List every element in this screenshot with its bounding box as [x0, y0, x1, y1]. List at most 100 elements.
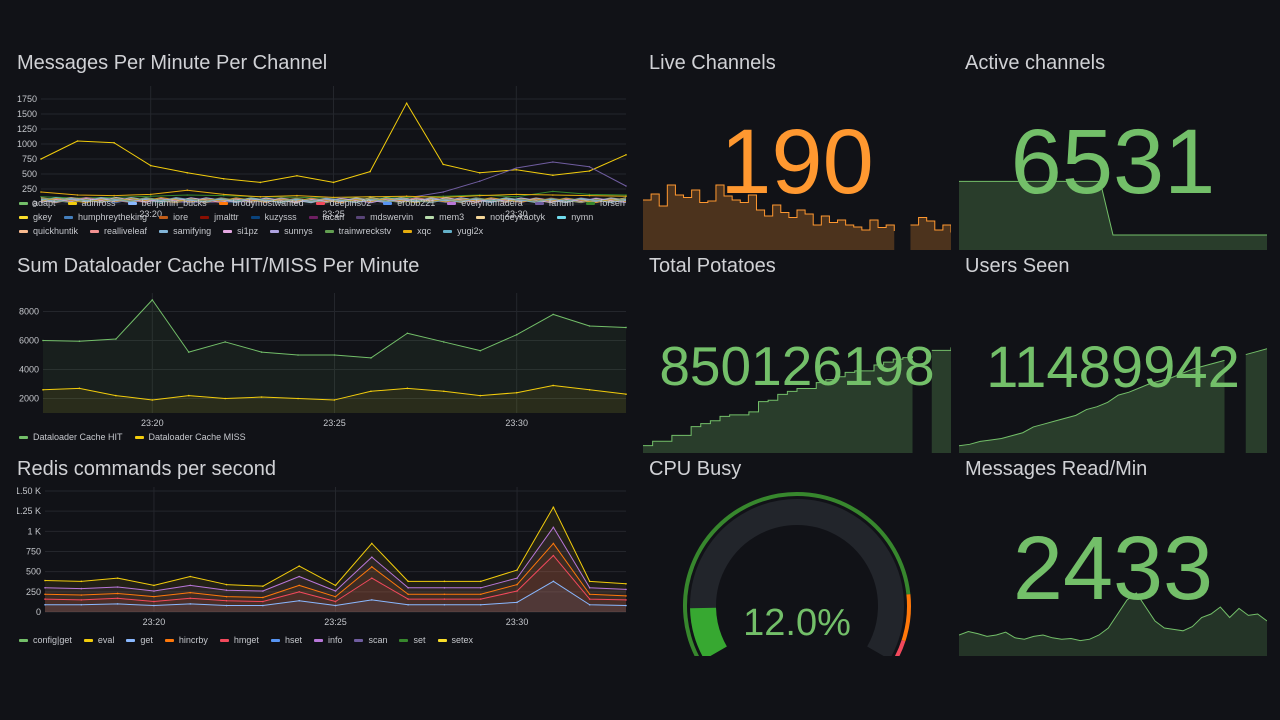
- data-point: [153, 590, 155, 592]
- redis-chart: 1.50 K 1.25 K 1 K 750 500 250 0 23:20 23:25 23:30: [17, 486, 627, 627]
- legend-item[interactable]: adapt: [19, 198, 56, 208]
- legend-item[interactable]: hset: [270, 635, 302, 645]
- data-point: [478, 172, 481, 174]
- legend-item[interactable]: sunnys: [270, 226, 313, 236]
- data-point: [588, 389, 591, 391]
- data-point: [189, 584, 192, 587]
- legend-item[interactable]: hincrby: [164, 635, 208, 645]
- legend-item[interactable]: brodymostwanted: [218, 198, 304, 208]
- legend-item[interactable]: eval: [83, 635, 114, 645]
- legend-item[interactable]: Dataloader Cache HIT: [19, 432, 123, 442]
- data-point: [371, 542, 373, 545]
- sparkline-area: [931, 347, 951, 453]
- legend-item[interactable]: yugi2x: [443, 226, 483, 236]
- data-point: [40, 191, 42, 193]
- cache-legend: Dataloader Cache HIT Dataloader Cache MIS…: [19, 432, 627, 442]
- legend-label: iore: [173, 212, 189, 222]
- legend-item[interactable]: xqc: [403, 226, 431, 236]
- sparkline-line: [643, 356, 913, 447]
- y-tick-label: 250: [26, 587, 41, 597]
- legend-item[interactable]: get: [126, 635, 153, 645]
- data-point: [371, 556, 373, 558]
- y-tick-label: 0: [36, 607, 41, 617]
- data-point: [369, 170, 371, 173]
- legend-label: quickhuntik: [33, 226, 79, 236]
- legend-swatch: [476, 215, 486, 219]
- data-point: [153, 595, 155, 598]
- legend-item[interactable]: realliveleaf: [90, 226, 147, 236]
- data-point: [442, 195, 444, 197]
- channel-line: [40, 197, 627, 204]
- messages-chart: 1750 1500 1250 1000 750 500 250 0 23:20 23:25 23:3…: [17, 86, 627, 219]
- legend-item[interactable]: humphreytheking: [64, 212, 147, 222]
- legend-item[interactable]: nymn: [557, 212, 593, 222]
- legend-item[interactable]: iore: [159, 212, 188, 222]
- data-point: [78, 387, 81, 390]
- data-point: [116, 597, 119, 600]
- x-tick-label: 23:20: [139, 209, 162, 219]
- legend-label: set: [413, 635, 426, 645]
- legend-item[interactable]: mdswervin: [356, 212, 413, 222]
- data-point: [625, 393, 627, 395]
- data-point: [515, 196, 518, 198]
- legend-item[interactable]: setex: [437, 635, 473, 645]
- legend-item[interactable]: adinross: [67, 198, 116, 208]
- data-point: [516, 583, 518, 586]
- data-point: [588, 194, 591, 197]
- legend-item[interactable]: kuzysss: [250, 212, 297, 222]
- data-point: [298, 591, 300, 593]
- legend-item[interactable]: jmalttr: [200, 212, 239, 222]
- sparkline-line: [959, 592, 1267, 642]
- legend-swatch: [270, 638, 280, 642]
- data-point: [516, 590, 518, 592]
- data-point: [149, 193, 152, 196]
- data-point: [552, 580, 555, 583]
- legend-item[interactable]: erobb221: [383, 198, 435, 208]
- legend-swatch: [67, 201, 77, 205]
- legend-swatch: [354, 638, 364, 642]
- legend-item[interactable]: info: [313, 635, 342, 645]
- legend-item[interactable]: samifying: [159, 226, 211, 236]
- y-tick-label: 1.25 K: [17, 506, 41, 516]
- legend-item[interactable]: Dataloader Cache MISS: [134, 432, 246, 442]
- legend-item[interactable]: quickhuntik: [19, 226, 78, 236]
- data-point: [224, 397, 226, 400]
- legend-item[interactable]: scan: [354, 635, 387, 645]
- data-point: [42, 339, 44, 342]
- x-tick-label: 23:20: [141, 418, 164, 428]
- legend-item[interactable]: forsen: [585, 198, 625, 208]
- legend-item[interactable]: hmget: [219, 635, 259, 645]
- data-point: [552, 526, 555, 529]
- redis-legend: config|get eval get hincrby hmget hset info sca…: [19, 635, 627, 645]
- legend-item[interactable]: evelynomadera: [447, 198, 523, 208]
- legend-item[interactable]: trainwreckstv: [324, 226, 391, 236]
- legend-label: sunnys: [284, 226, 313, 236]
- legend-item[interactable]: set: [399, 635, 426, 645]
- legend-item[interactable]: benjamin_bucks: [127, 198, 207, 208]
- legend-item[interactable]: lacari: [308, 212, 344, 222]
- data-point: [370, 357, 372, 359]
- data-point: [625, 588, 627, 591]
- data-point: [625, 595, 627, 597]
- legend-label: humphreytheking: [78, 212, 148, 222]
- data-point: [262, 604, 264, 607]
- series-area: [45, 555, 626, 612]
- data-point: [443, 603, 446, 606]
- active-channels-panel: Active channels 6531: [959, 52, 1267, 250]
- data-point: [225, 604, 228, 607]
- live-sparkline: [643, 184, 951, 250]
- panel-title: Messages Per Minute Per Channel: [17, 52, 328, 74]
- sparkline-area: [959, 181, 1267, 250]
- data-point: [625, 582, 627, 585]
- data-point: [186, 189, 189, 191]
- data-point: [588, 325, 591, 327]
- series-area: [43, 299, 626, 413]
- legend-item[interactable]: si1pz: [223, 226, 258, 236]
- legend-item[interactable]: deepins02: [315, 198, 371, 208]
- legend-item[interactable]: fanum: [534, 198, 574, 208]
- legend-item[interactable]: config|get: [19, 635, 72, 645]
- legend-item[interactable]: notjoeykaotyk: [476, 212, 545, 222]
- legend-item[interactable]: mem3: [425, 212, 464, 222]
- data-point: [443, 390, 445, 393]
- legend-item[interactable]: gkey: [19, 212, 52, 222]
